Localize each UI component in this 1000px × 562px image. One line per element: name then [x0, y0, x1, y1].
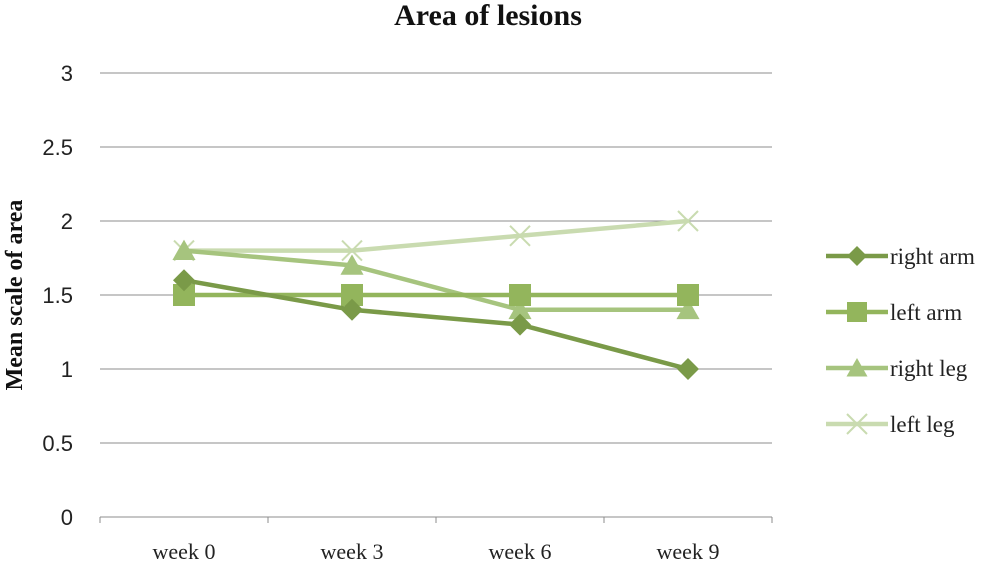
data-point-marker	[173, 269, 195, 292]
data-point-marker	[846, 358, 868, 377]
x-tick-labels: week 0 week 3 week 6 week 9	[153, 539, 720, 562]
x-tick-label: week 3	[321, 539, 384, 562]
y-tick-label: 0	[61, 505, 73, 530]
grid-lines	[99, 72, 773, 523]
data-point-marker	[172, 239, 196, 260]
series-line	[184, 218, 689, 253]
legend-label: right leg	[890, 356, 968, 381]
series-lines	[172, 210, 700, 380]
data-point-marker	[173, 284, 195, 306]
legend-item: right leg	[826, 356, 968, 381]
data-point-marker	[677, 358, 699, 380]
x-tick-label: week 9	[657, 539, 720, 562]
y-tick-label: 0.5	[42, 431, 73, 456]
series-line	[183, 248, 688, 313]
y-tick-label: 1	[61, 357, 73, 382]
legend: right arm left arm right leg left leg	[826, 244, 975, 437]
data-point-marker	[677, 284, 699, 306]
y-tick-label: 1.5	[42, 283, 73, 308]
data-point-marker	[847, 302, 867, 322]
legend-label: right arm	[890, 244, 975, 269]
series-right-leg	[172, 239, 700, 320]
legend-item: right arm	[826, 244, 975, 269]
y-axis-label: Mean scale of area	[2, 200, 28, 391]
data-point-marker	[509, 313, 531, 336]
y-tick-label: 3	[61, 61, 73, 86]
y-tick-label: 2.5	[42, 135, 73, 160]
data-point-marker	[341, 298, 363, 321]
x-tick-label: week 0	[153, 539, 216, 562]
data-point-marker	[847, 246, 867, 266]
y-tick-label: 2	[61, 209, 73, 234]
chart-title: Area of lesions	[394, 0, 582, 32]
data-point-marker	[340, 254, 364, 275]
data-point-marker	[509, 225, 531, 247]
legend-item: left arm	[826, 300, 962, 325]
x-tick-label: week 6	[489, 539, 552, 562]
data-point-marker	[341, 239, 363, 262]
data-point-marker	[677, 210, 699, 232]
legend-label: left arm	[890, 300, 962, 325]
series-left-leg	[173, 210, 699, 262]
legend-label: left leg	[890, 412, 955, 437]
legend-item: left leg	[826, 412, 955, 437]
data-point-marker	[508, 298, 532, 320]
data-point-marker	[509, 284, 531, 306]
data-point-marker	[341, 284, 363, 306]
data-point-marker	[676, 298, 700, 320]
data-point-marker	[846, 413, 868, 435]
y-tick-labels: 0 0.5 1 1.5 2 2.5 3	[42, 61, 73, 530]
series-right-arm	[173, 269, 699, 380]
series-line	[183, 277, 689, 372]
